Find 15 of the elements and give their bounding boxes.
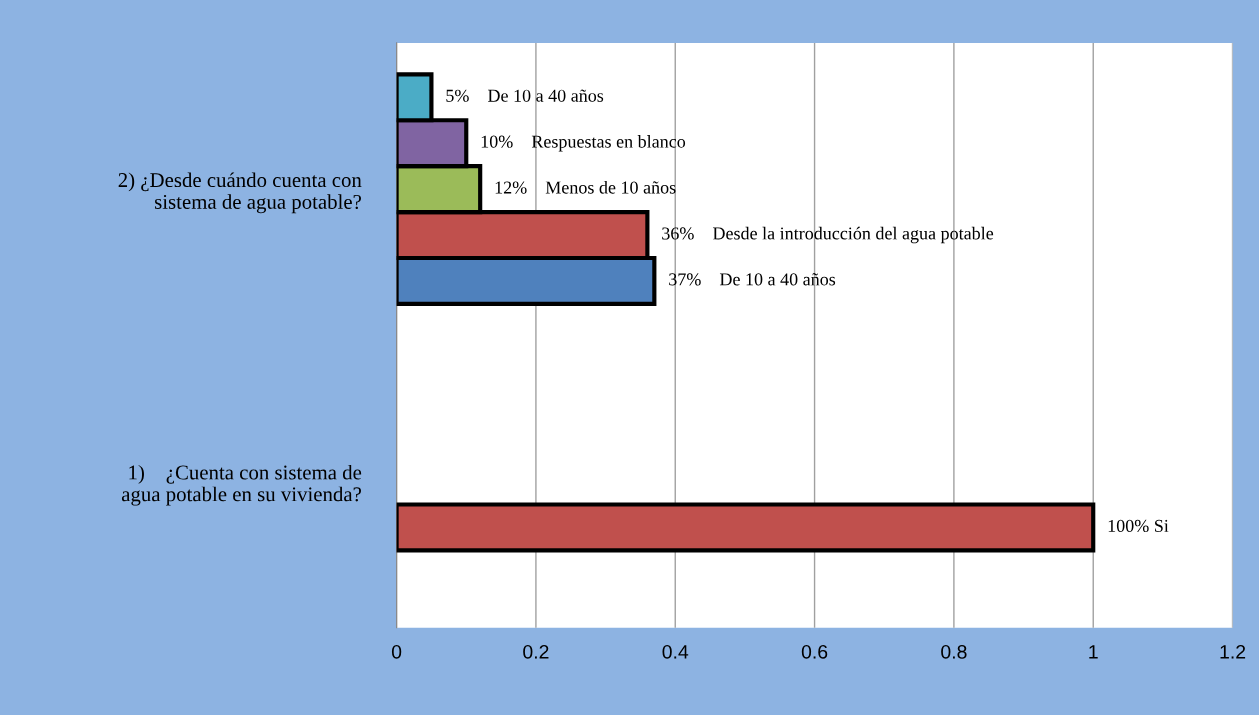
data-label: 10% Respuestas en blanco [481,135,686,152]
data-label: 100% Si [1108,519,1169,533]
data-label: 37% De 10 a 40 años [669,273,836,286]
x-tick-label: 0 [391,644,402,659]
data-label: 5% De 10 a 40 años [446,89,604,102]
x-tick-label: 0.4 [662,644,689,659]
data-label: 12% Menos de 10 años [495,180,676,194]
y-tick-label: 1) ¿Cuenta con sistema de agua potable en su vivienda? [121,464,362,506]
y-tick-label: 2) ¿Desde cuándo cuenta con sistema de agua potable? [118,172,362,214]
x-tick-label: 0.6 [801,644,828,659]
x-tick-label: 1 [1089,645,1098,659]
x-tick-label: 0.2 [523,644,549,659]
x-tick-label: 0.8 [941,644,967,659]
x-tick-label: 1.2 [1220,644,1246,659]
data-label: 36% Desde la introducción del agua potable [662,226,994,244]
